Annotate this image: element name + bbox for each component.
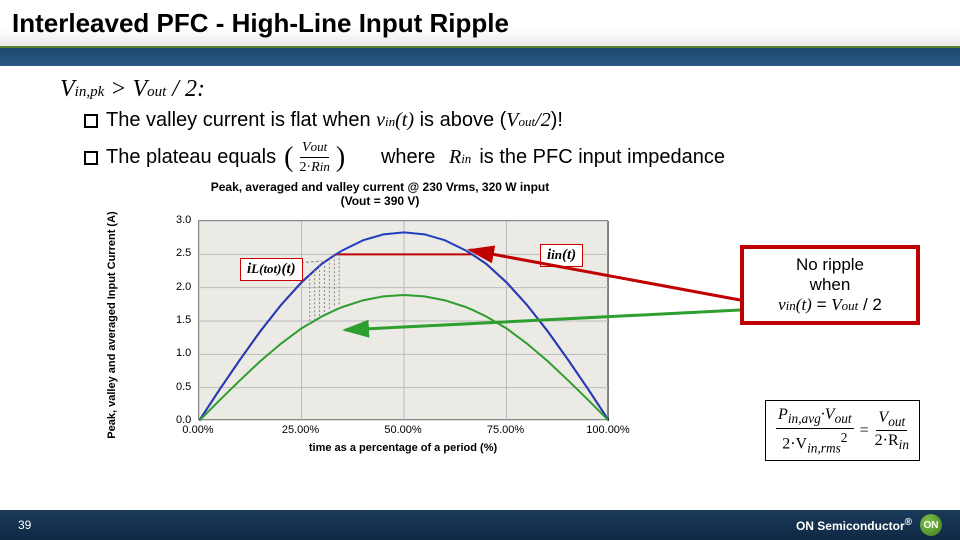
brand-reg: ® xyxy=(905,517,912,528)
b2-post: is the PFC input impedance xyxy=(479,146,725,169)
label-iltot: iL(tot)(t) xyxy=(240,258,303,281)
b2-rin: R xyxy=(449,146,461,168)
bullet-marker-icon xyxy=(84,114,98,128)
y-tick-label: 3.0 xyxy=(176,214,191,226)
title-bar: Interleaved PFC - High-Line Input Ripple xyxy=(0,0,960,48)
eq2d-s: in xyxy=(899,437,909,452)
noripple-l3: vin(t) = Vout / 2 xyxy=(748,295,912,315)
x-tick-label: 75.00% xyxy=(487,424,524,436)
b2-rin-sub: in xyxy=(461,151,471,166)
nr-div: / 2 xyxy=(858,295,882,314)
b2-pre: The plateau equals xyxy=(106,146,276,169)
eq2d-p: 2·R xyxy=(875,432,899,449)
x-tick-label: 100.00% xyxy=(586,424,629,436)
condition-heading: Vin,pk > Vout / 2: xyxy=(60,76,920,103)
no-ripple-callout: No ripple when vin(t) = Vout / 2 xyxy=(740,245,920,325)
eq2n-p: V xyxy=(878,409,888,426)
eq-frac1: Pin,avg·Vout 2·Vin,rms2 xyxy=(776,407,854,454)
brand-name: ON Semiconductor xyxy=(796,519,905,533)
chart: Peak, averaged and valley current @ 230 … xyxy=(120,180,640,470)
eq1n-m: ·V xyxy=(821,406,835,423)
bullet-marker-icon xyxy=(84,151,98,165)
b1-mid: is above ( xyxy=(414,109,506,131)
cond-vin-sub: in,pk xyxy=(75,84,105,100)
cond-vout: V xyxy=(132,76,147,102)
cond-op: > xyxy=(104,76,132,102)
noripple-l2: when xyxy=(748,275,912,295)
b2-mid: where xyxy=(353,146,441,169)
noripple-l1: No ripple xyxy=(748,255,912,275)
y-tick-label: 2.0 xyxy=(176,281,191,293)
y-axis-label: Peak, valley and averaged Input Current … xyxy=(106,211,118,438)
iltot-t: (t) xyxy=(282,261,296,277)
b1-vout-div: /2 xyxy=(535,109,551,131)
y-tick-label: 1.5 xyxy=(176,314,191,326)
eq1n-s2: out xyxy=(835,411,852,426)
brand-text: ON Semiconductor® xyxy=(796,517,912,533)
iin-sub: in xyxy=(551,247,562,262)
plateau-fraction: ( Vout 2·Rin ) xyxy=(284,138,345,177)
frac-den-var: R xyxy=(311,160,320,175)
nr-vin: v xyxy=(778,295,786,314)
eq1n-s: in,avg xyxy=(788,411,821,426)
bullet-list: The valley current is flat when vin(t) i… xyxy=(84,109,920,177)
bullet-1: The valley current is flat when vin(t) i… xyxy=(84,109,920,132)
x-axis-label: time as a percentage of a period (%) xyxy=(198,442,608,454)
cond-div: / 2 xyxy=(166,76,197,102)
cond-colon: : xyxy=(197,76,205,102)
equation-box: Pin,avg·Vout 2·Vin,rms2 = Vout 2·Rin xyxy=(765,400,920,461)
cond-vout-sub: out xyxy=(147,84,166,100)
frac-num-sub: out xyxy=(311,139,328,154)
eq2n-s: out xyxy=(888,414,905,429)
nr-vin-t: (t) xyxy=(796,295,812,314)
b1-vin-t: (t) xyxy=(395,109,414,131)
x-tick-label: 0.00% xyxy=(182,424,213,436)
eq1n-p: P xyxy=(778,406,788,423)
b1-vout: V xyxy=(506,109,518,131)
frac-den-sub: in xyxy=(320,159,330,174)
label-iin: iin(t) xyxy=(540,244,583,267)
b1-vin-sub: in xyxy=(385,114,395,129)
y-tick-label: 2.5 xyxy=(176,247,191,259)
slide: Interleaved PFC - High-Line Input Ripple… xyxy=(0,0,960,540)
footer: 39 ON Semiconductor® ON xyxy=(0,510,960,540)
eq1d-p: 2·V xyxy=(782,435,807,452)
eq-frac2: Vout 2·Rin xyxy=(875,410,909,452)
x-tick-label: 50.00% xyxy=(384,424,421,436)
iltot-sub: L(tot) xyxy=(251,261,281,276)
page-number: 39 xyxy=(18,518,31,532)
chart-title-2: (Vout = 390 V) xyxy=(120,194,640,208)
b1-pre: The valley current is flat when xyxy=(106,109,376,131)
iin-t: (t) xyxy=(562,247,576,263)
chart-title-1: Peak, averaged and valley current @ 230 … xyxy=(120,180,640,194)
slide-title: Interleaved PFC - High-Line Input Ripple xyxy=(12,8,948,39)
nr-eq: = xyxy=(812,295,831,314)
x-tick-label: 25.00% xyxy=(282,424,319,436)
y-tick-label: 1.0 xyxy=(176,347,191,359)
eq1d-s: in,rms xyxy=(807,440,841,455)
nr-vout: V xyxy=(831,295,841,314)
bullet-2: The plateau equals ( Vout 2·Rin ) where … xyxy=(84,138,920,177)
brand-area: ON Semiconductor® ON xyxy=(796,514,942,536)
eq1d-sup: 2 xyxy=(841,430,848,445)
b1-vout-sub: out xyxy=(519,114,536,129)
b1-vin: v xyxy=(376,109,385,131)
b1-post: )! xyxy=(551,109,563,131)
eq-equals: = xyxy=(860,422,869,440)
frac-num-var: V xyxy=(302,140,311,155)
frac-den-pre: 2· xyxy=(299,160,311,175)
on-logo-icon: ON xyxy=(920,514,942,536)
nr-vout-sub: out xyxy=(842,298,859,313)
cond-vin: V xyxy=(60,76,75,102)
y-tick-label: 0.5 xyxy=(176,381,191,393)
nr-vin-sub: in xyxy=(786,298,796,313)
